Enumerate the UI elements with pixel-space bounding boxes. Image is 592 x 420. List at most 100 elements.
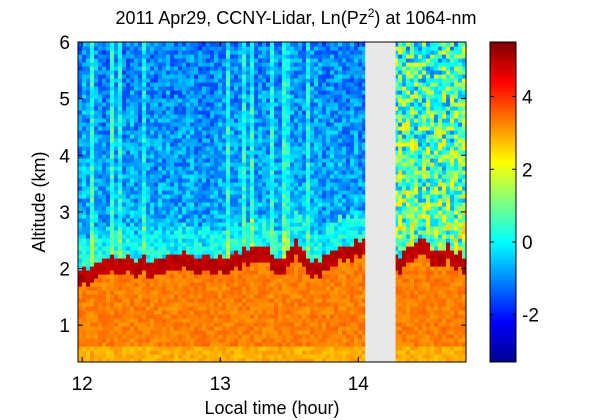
- heatmap-cell: [158, 230, 163, 235]
- heatmap-cell: [114, 58, 119, 63]
- heatmap-cell: [222, 114, 227, 119]
- heatmap-cell: [166, 358, 171, 362]
- heatmap-cell: [146, 126, 151, 131]
- heatmap-cell: [126, 314, 131, 319]
- heatmap-cell: [190, 326, 195, 331]
- heatmap-cell: [198, 202, 203, 207]
- heatmap-cell: [318, 78, 323, 83]
- heatmap-cell: [98, 182, 103, 187]
- heatmap-cell: [302, 302, 307, 307]
- heatmap-cell: [298, 198, 303, 203]
- heatmap-cell: [214, 130, 219, 135]
- heatmap-cell: [78, 178, 83, 183]
- heatmap-cell: [158, 154, 163, 159]
- heatmap-cell: [302, 278, 307, 283]
- heatmap-cell: [138, 218, 143, 223]
- heatmap-cell: [210, 230, 215, 235]
- heatmap-cell: [274, 82, 279, 87]
- heatmap-cell: [166, 222, 171, 227]
- heatmap-cell: [278, 238, 283, 243]
- heatmap-cell: [238, 142, 243, 147]
- heatmap-cell: [138, 266, 143, 271]
- heatmap-cell: [122, 346, 127, 351]
- heatmap-cell: [222, 270, 227, 275]
- heatmap-cell: [210, 86, 215, 91]
- heatmap-cell: [298, 330, 303, 335]
- heatmap-cell: [154, 90, 159, 95]
- heatmap-cell: [314, 130, 319, 135]
- heatmap-cell: [278, 282, 283, 287]
- heatmap-cell: [286, 254, 291, 259]
- heatmap-cell: [278, 138, 283, 143]
- heatmap-cell: [222, 262, 227, 267]
- heatmap-cell: [106, 246, 111, 251]
- heatmap-cell: [106, 322, 111, 327]
- heatmap-cell: [286, 150, 291, 155]
- heatmap-cell: [326, 266, 331, 271]
- heatmap-cell: [214, 78, 219, 83]
- heatmap-cell: [318, 286, 323, 291]
- heatmap-cell: [158, 298, 163, 303]
- heatmap-cell: [134, 286, 139, 291]
- heatmap-cell: [158, 70, 163, 75]
- heatmap-cell: [318, 330, 323, 335]
- heatmap-cell: [126, 142, 131, 147]
- heatmap-cell: [254, 198, 259, 203]
- heatmap-cell: [154, 86, 159, 91]
- heatmap-cell: [246, 338, 251, 343]
- heatmap-cell: [174, 170, 179, 175]
- heatmap-cell: [170, 302, 175, 307]
- heatmap-cell: [78, 138, 83, 143]
- heatmap-cell: [186, 254, 191, 259]
- heatmap-cell: [134, 78, 139, 83]
- heatmap-cell: [306, 86, 311, 91]
- heatmap-cell: [86, 54, 91, 59]
- heatmap-cell: [134, 154, 139, 159]
- heatmap-cell: [290, 122, 295, 127]
- heatmap-cell: [250, 98, 255, 103]
- heatmap-cell: [142, 354, 147, 359]
- heatmap-cell: [270, 306, 275, 311]
- heatmap-cell: [222, 46, 227, 51]
- heatmap-cell: [190, 54, 195, 59]
- heatmap-cell: [82, 306, 87, 311]
- heatmap-cell: [182, 214, 187, 219]
- heatmap-cell: [182, 326, 187, 331]
- heatmap-cell: [278, 278, 283, 283]
- heatmap-cell: [146, 122, 151, 127]
- heatmap-cell: [298, 238, 303, 243]
- heatmap-cell: [286, 322, 291, 327]
- heatmap-cell: [82, 50, 87, 55]
- heatmap-cell: [186, 218, 191, 223]
- heatmap-cell: [282, 310, 287, 315]
- heatmap-cell: [86, 186, 91, 191]
- heatmap-cell: [306, 230, 311, 235]
- heatmap-cell: [182, 358, 187, 362]
- heatmap-cell: [318, 346, 323, 351]
- heatmap-cell: [266, 222, 271, 227]
- heatmap-cell: [270, 342, 275, 347]
- heatmap-cell: [206, 226, 211, 231]
- heatmap-cell: [286, 262, 291, 267]
- heatmap-cell: [166, 266, 171, 271]
- heatmap-cell: [170, 198, 175, 203]
- heatmap-cell: [322, 302, 327, 307]
- heatmap-cell: [318, 162, 323, 167]
- heatmap-cell: [106, 46, 111, 51]
- heatmap-cell: [234, 226, 239, 231]
- heatmap-cell: [138, 278, 143, 283]
- heatmap-cell: [274, 246, 279, 251]
- heatmap-cell: [186, 306, 191, 311]
- heatmap-cell: [226, 354, 231, 359]
- heatmap-cell: [238, 262, 243, 267]
- heatmap-cell: [134, 290, 139, 295]
- heatmap-cell: [182, 70, 187, 75]
- heatmap-cell: [130, 278, 135, 283]
- heatmap-cell: [306, 266, 311, 271]
- heatmap-cell: [150, 190, 155, 195]
- heatmap-cell: [94, 62, 99, 67]
- heatmap-cell: [138, 70, 143, 75]
- heatmap-cell: [122, 138, 127, 143]
- heatmap-cell: [318, 118, 323, 123]
- heatmap-cell: [138, 226, 143, 231]
